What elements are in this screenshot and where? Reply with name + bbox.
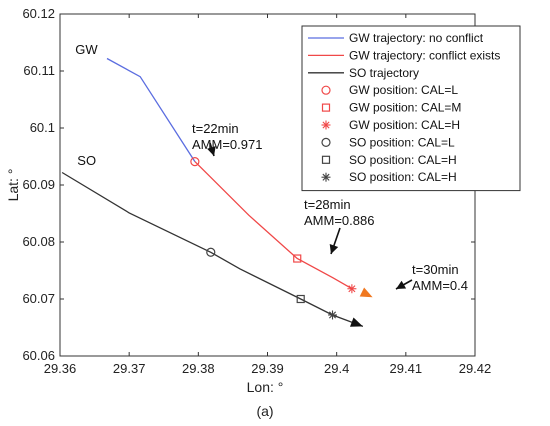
legend-entry: SO trajectory bbox=[308, 66, 419, 80]
annotation-line: AMM=0.971 bbox=[192, 137, 262, 152]
annotation-arrow-head bbox=[329, 244, 339, 254]
legend-entry: GW position: CAL=M bbox=[321, 101, 461, 115]
position-marker-2 bbox=[293, 254, 302, 263]
figure-caption: (a) bbox=[256, 403, 273, 419]
trajectory-label-so: SO bbox=[77, 153, 96, 168]
y-tick-label: 60.09 bbox=[22, 177, 55, 192]
position-marker-3 bbox=[347, 284, 357, 294]
legend-label: SO trajectory bbox=[349, 66, 419, 80]
marker-layer bbox=[190, 157, 357, 320]
marker-stroke bbox=[328, 311, 337, 319]
legend-marker-swatch bbox=[321, 172, 331, 182]
legend-entry: GW position: CAL=H bbox=[321, 118, 460, 132]
legend-entry: GW trajectory: conflict exists bbox=[308, 48, 500, 62]
legend-label: GW position: CAL=L bbox=[349, 83, 458, 97]
position-marker-4 bbox=[206, 247, 216, 257]
y-tick-label: 60.11 bbox=[23, 63, 55, 78]
annotation-arrow-head bbox=[207, 146, 216, 156]
series-line-2 bbox=[194, 161, 353, 290]
legend-label: GW trajectory: conflict exists bbox=[349, 48, 500, 62]
y-tick-label: 60.12 bbox=[22, 6, 55, 21]
x-tick-label: 29.39 bbox=[251, 361, 284, 376]
y-tick-label: 60.07 bbox=[22, 291, 55, 306]
annotation-line: t=28min bbox=[304, 197, 351, 212]
y-axis-label: Lat: ° bbox=[5, 169, 21, 202]
gw-end-arrow bbox=[359, 287, 373, 298]
legend-marker-swatch bbox=[321, 85, 331, 95]
position-marker-6 bbox=[328, 310, 338, 320]
legend-entry: SO position: CAL=L bbox=[321, 135, 455, 149]
legend-label: GW position: CAL=H bbox=[349, 118, 460, 132]
trajectory-label-gw: GW bbox=[75, 42, 98, 57]
x-tick-label: 29.38 bbox=[182, 361, 215, 376]
tick-layer: 29.36 29.37 29.38 29.39 29.4 29.41 29.42 60.06 6… bbox=[22, 6, 491, 376]
x-tick-label: 29.42 bbox=[459, 361, 492, 376]
x-axis-label: Lon: ° bbox=[247, 379, 284, 395]
annotation-line: t=22min bbox=[192, 121, 239, 136]
y-tick-label: 60.06 bbox=[22, 348, 55, 363]
legend-marker-swatch bbox=[321, 103, 331, 112]
legend-label: SO position: CAL=H bbox=[349, 153, 457, 167]
legend-entry: SO position: CAL=H bbox=[321, 170, 457, 184]
marker-stroke bbox=[322, 173, 330, 181]
x-tick-label: 29.41 bbox=[390, 361, 423, 376]
legend-entry: GW trajectory: no conflict bbox=[308, 31, 484, 45]
annotation-line: t=30min bbox=[412, 262, 459, 277]
legend-marker-swatch bbox=[321, 120, 331, 130]
legend: GW trajectory: no conflict GW trajectory:… bbox=[301, 25, 521, 192]
legend-label: GW position: CAL=M bbox=[349, 101, 461, 115]
legend-label: SO position: CAL=L bbox=[349, 135, 455, 149]
position-marker-1 bbox=[190, 157, 200, 167]
annotation-arrow-head bbox=[396, 280, 407, 289]
legend-label: GW trajectory: no conflict bbox=[349, 31, 484, 45]
x-tick-label: 29.37 bbox=[113, 361, 146, 376]
legend-box bbox=[301, 25, 521, 192]
so-end-arrow bbox=[350, 317, 363, 327]
annotation-line: AMM=0.886 bbox=[304, 213, 374, 228]
y-tick-label: 60.08 bbox=[22, 234, 55, 249]
legend-entry: GW position: CAL=L bbox=[321, 83, 458, 97]
marker-stroke bbox=[348, 285, 356, 293]
x-tick-label: 29.4 bbox=[324, 361, 349, 376]
legend-marker-swatch bbox=[321, 155, 331, 164]
series-line-1 bbox=[106, 57, 196, 162]
legend-marker-swatch bbox=[321, 137, 331, 147]
y-tick-label: 60.1 bbox=[30, 120, 55, 135]
position-marker-5 bbox=[296, 294, 305, 304]
legend-entry: SO position: CAL=H bbox=[321, 153, 457, 167]
legend-label: SO position: CAL=H bbox=[349, 170, 457, 184]
x-tick-label: 29.36 bbox=[44, 361, 77, 376]
marker-stroke bbox=[322, 121, 330, 129]
annotation-line: AMM=0.4 bbox=[412, 278, 468, 293]
